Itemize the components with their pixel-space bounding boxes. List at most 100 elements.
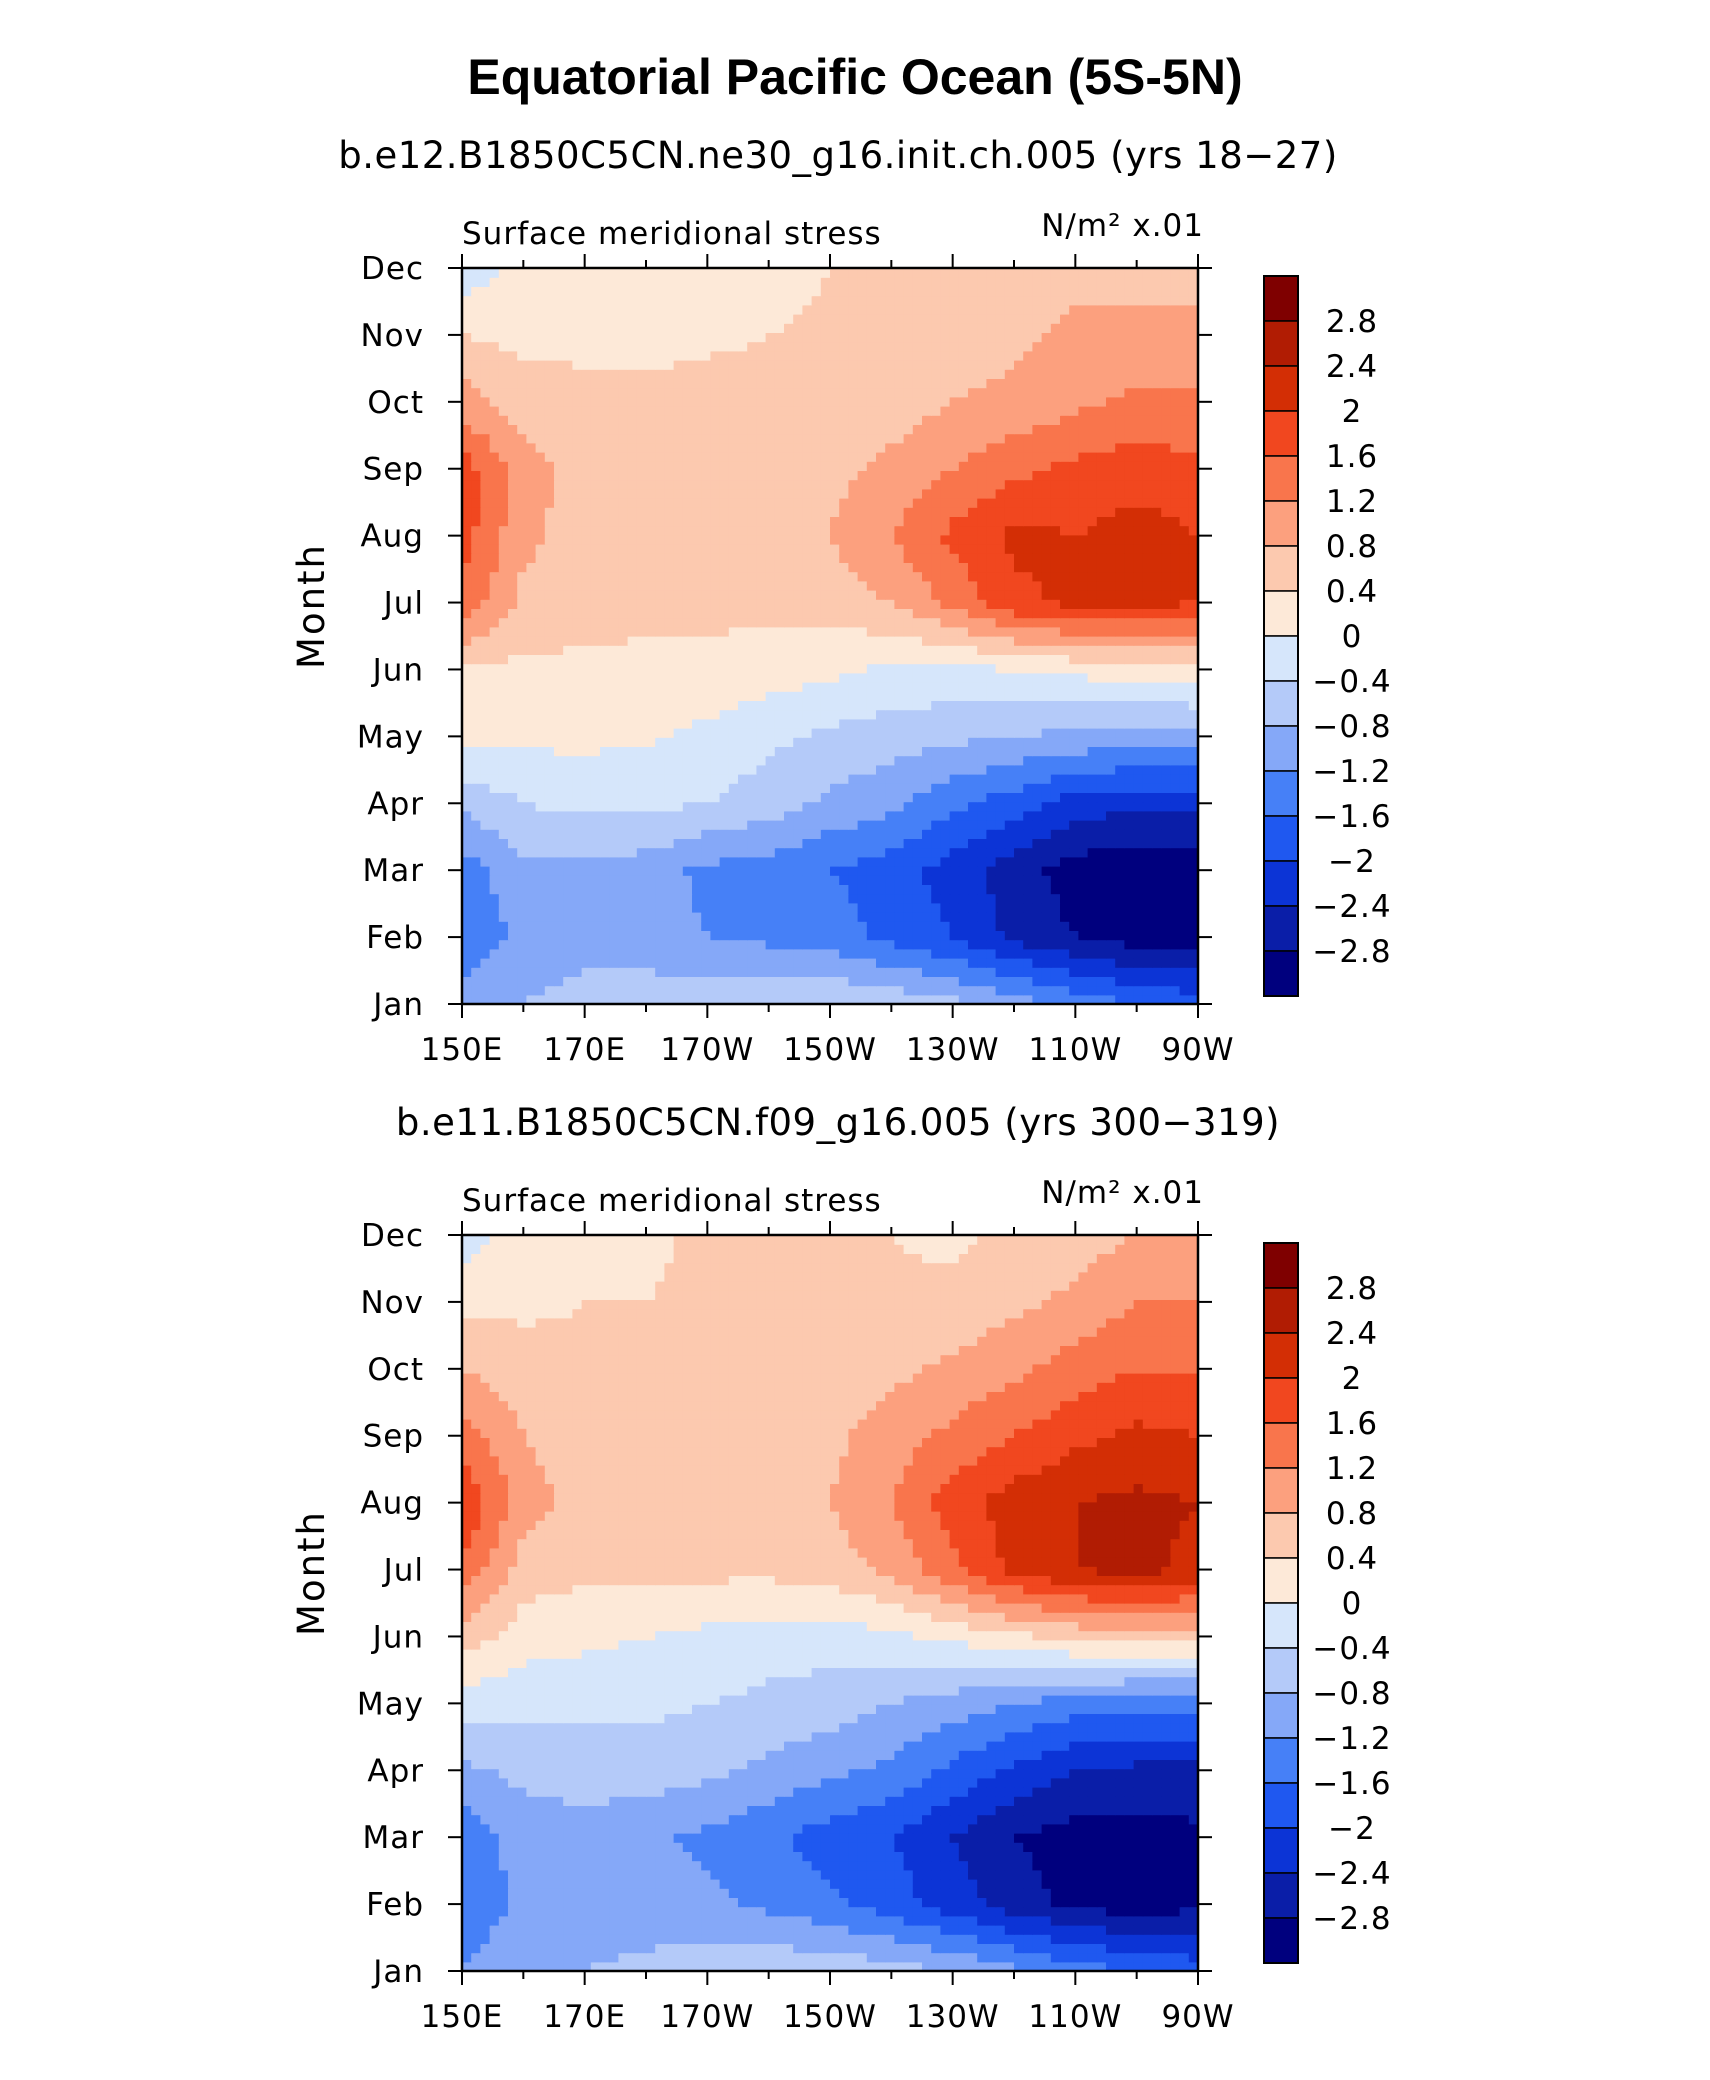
heatmap-cell (793, 608, 803, 619)
heatmap-cell (1032, 590, 1043, 600)
heatmap-cell (820, 866, 831, 876)
heatmap-cell (903, 700, 914, 711)
heatmap-cell (636, 636, 647, 646)
heatmap-cell (747, 866, 757, 876)
heatmap-cell (820, 654, 831, 665)
heatmap-cell (600, 672, 610, 683)
heatmap-cell (784, 617, 794, 628)
heatmap-cell (554, 617, 564, 628)
heatmap-cell (931, 737, 941, 747)
heatmap-cell (471, 755, 481, 766)
heatmap-cell (664, 958, 675, 968)
heatmap-cell (554, 921, 564, 931)
heatmap-cell (977, 718, 987, 729)
heatmap-cell (526, 525, 537, 536)
figure-title: Equatorial Pacific Ocean (5S-5N) (467, 49, 1243, 105)
heatmap-cell (756, 994, 767, 1005)
heatmap-cell (544, 571, 555, 582)
heatmap-cell (1023, 525, 1033, 536)
heatmap-cell (830, 636, 840, 646)
heatmap-cell (738, 562, 748, 573)
heatmap-cell (1142, 939, 1153, 950)
heatmap-cell (949, 507, 960, 517)
heatmap-cell (673, 838, 684, 849)
heatmap-cell (793, 498, 803, 508)
heatmap-cell (1152, 479, 1162, 490)
heatmap-cell (609, 930, 619, 941)
heatmap-cell (636, 442, 647, 453)
heatmap-cell (1078, 452, 1089, 462)
heatmap-cell (526, 967, 537, 977)
heatmap-cell (1096, 626, 1107, 637)
heatmap-cell (508, 912, 518, 922)
heatmap-cell (756, 452, 767, 462)
heatmap-cell (1106, 948, 1116, 959)
heatmap-cell (949, 856, 960, 867)
heatmap-cell (1161, 461, 1171, 471)
heatmap-cell (1170, 930, 1181, 941)
heatmap-cell (1170, 507, 1181, 517)
heatmap-cell (581, 479, 592, 490)
heatmap-cell (710, 829, 721, 839)
heatmap-cell (572, 810, 583, 821)
heatmap-cell (535, 553, 546, 563)
heatmap-cell (1152, 452, 1162, 462)
heatmap-cell (1050, 866, 1061, 876)
heatmap-cell (977, 442, 987, 453)
heatmap-cell (1106, 764, 1116, 775)
heatmap-cell (544, 590, 555, 600)
heatmap-cell (1106, 461, 1116, 471)
heatmap-cell (995, 571, 1006, 582)
heatmap-cell (1041, 810, 1052, 821)
heatmap-cell (940, 985, 951, 996)
heatmap-cell (462, 893, 472, 904)
heatmap-cell (1152, 470, 1162, 481)
heatmap-cell (1106, 544, 1116, 554)
heatmap-cell (646, 718, 656, 729)
heatmap-cell (590, 498, 601, 508)
heatmap-cell (526, 921, 537, 931)
heatmap-cell (1161, 672, 1171, 683)
heatmap-cell (1004, 507, 1015, 517)
heatmap-cell (903, 534, 914, 545)
heatmap-cell (471, 930, 481, 941)
heatmap-cell (664, 525, 675, 536)
heatmap-cell (489, 636, 500, 646)
heatmap-cell (1050, 470, 1061, 481)
heatmap-cell (462, 626, 472, 637)
heatmap-cell (471, 700, 481, 711)
heatmap-cell (1115, 948, 1125, 959)
heatmap-cell (480, 801, 491, 812)
heatmap-cell (710, 461, 721, 471)
heatmap-cell (600, 976, 610, 987)
heatmap-cell (646, 442, 656, 453)
heatmap-cell (866, 516, 877, 527)
heatmap-cell (958, 893, 969, 904)
heatmap-cell (535, 893, 546, 904)
heatmap-cell (774, 820, 785, 830)
heatmap-cell (931, 893, 941, 904)
heatmap-cell (866, 755, 877, 766)
heatmap-cell (673, 442, 684, 453)
heatmap-cell (535, 985, 546, 996)
heatmap-cell (462, 544, 472, 554)
heatmap-cell (480, 912, 491, 922)
heatmap-cell (857, 948, 868, 959)
heatmap-cell (894, 645, 905, 655)
heatmap-cell (912, 452, 923, 462)
heatmap-cell (830, 921, 840, 931)
heatmap-cell (655, 442, 665, 453)
heatmap-cell (636, 774, 647, 784)
heatmap-cell (940, 718, 951, 729)
heatmap-cell (784, 820, 794, 830)
heatmap-cell (710, 976, 721, 987)
heatmap-cell (765, 902, 776, 913)
heatmap-cell (544, 764, 555, 775)
heatmap-cell (1087, 433, 1098, 444)
heatmap-cell (627, 746, 638, 757)
heatmap-cell (600, 498, 610, 508)
heatmap-cell (793, 930, 803, 941)
heatmap-cell (554, 636, 564, 646)
heatmap-cell (554, 930, 564, 941)
heatmap-cell (820, 921, 831, 931)
